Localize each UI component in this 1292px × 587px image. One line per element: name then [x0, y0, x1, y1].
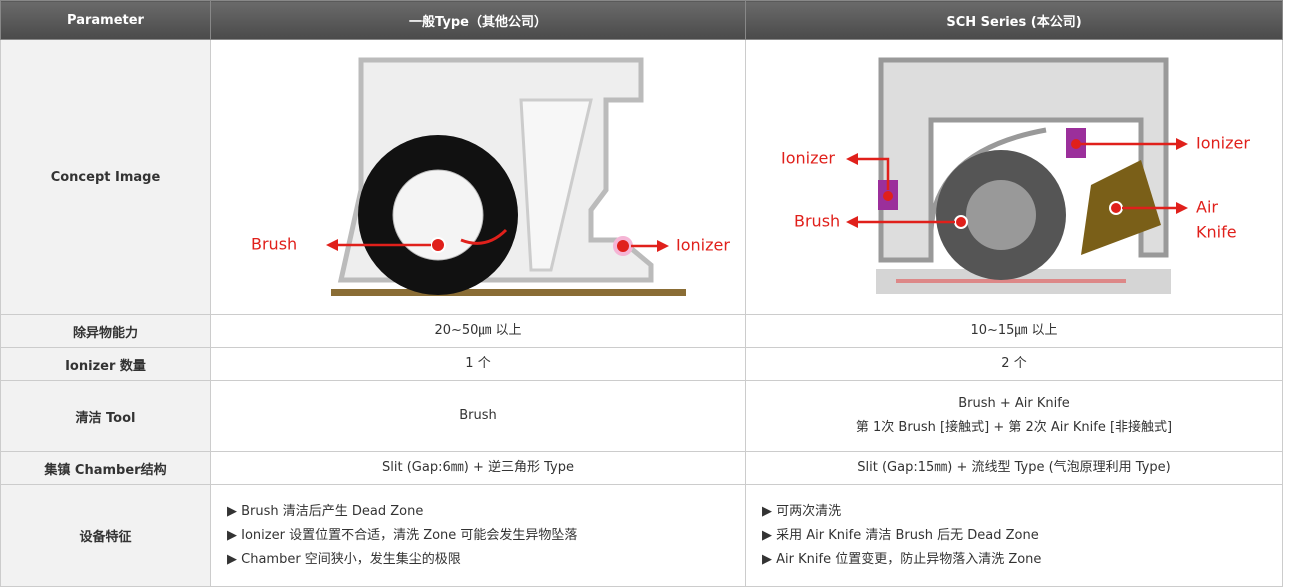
cell-text: Slit (Gap:15㎜) + 流线型 Type (气泡原理利用 Type) [857, 460, 1171, 475]
floor [331, 289, 686, 296]
callout: Knife [1196, 223, 1237, 242]
row-label: Ionizer 数量 [0, 347, 211, 381]
hopper [519, 98, 593, 272]
callout: Air [1196, 198, 1218, 217]
marker [1071, 139, 1081, 149]
callout: Ionizer [1196, 134, 1250, 153]
arrow-head [657, 240, 669, 252]
cell-text: ▶ 采用 Air Knife 清洁 Brush 后无 Dead Zone [762, 527, 1039, 543]
cell-text: ▶ Chamber 空间狭小，发生集尘的极限 [227, 551, 461, 567]
row-label: Concept Image [0, 39, 211, 315]
cell-text: Brush + Air Knife [958, 396, 1070, 411]
table-row: 清洁 Tool Brush Brush + Air Knife 第 1次 Brush … [0, 380, 1283, 452]
value-cell: 20~50㎛ 以上 [210, 314, 746, 348]
marker [883, 191, 893, 201]
value-cell: ▶ 可两次清洗 ▶ 采用 Air Knife 清洁 Brush 后无 Dead Z… [745, 484, 1283, 587]
value-cell: 1 个 [210, 347, 746, 381]
marker [954, 215, 968, 229]
concept-cell: Ionizer Ionizer Brush Air Knife [745, 39, 1283, 315]
cell-text: 2 个 [1001, 356, 1027, 371]
cell-text: Slit (Gap:6㎜) + 逆三角形 Type [382, 460, 574, 475]
callout: Ionizer [781, 149, 835, 168]
brush-hub [392, 169, 484, 261]
arrow-head [326, 239, 338, 251]
value-cell: Brush + Air Knife 第 1次 Brush [接触式] + 第 2次… [745, 380, 1283, 452]
row-label: 清洁 Tool [0, 380, 211, 452]
arrow-head [846, 216, 858, 228]
table-row: 集镇 Chamber结构 Slit (Gap:6㎜) + 逆三角形 Type Sli… [0, 451, 1283, 485]
table-row: Ionizer 数量 1 个 2 个 [0, 347, 1283, 381]
header-row: Parameter 一般Type（其他公司） SCH Series (本公司) [0, 0, 1283, 40]
value-cell: ▶ Brush 清洁后产生 Dead Zone ▶ Ionizer 设置位置不合适… [210, 484, 746, 587]
cell-text: Brush [459, 408, 497, 423]
callout: Ionizer [676, 236, 730, 255]
cell-text: 第 1次 Brush [接触式] + 第 2次 Air Knife [非接触式] [855, 420, 1173, 435]
value-cell: Slit (Gap:15㎜) + 流线型 Type (气泡原理利用 Type) [745, 451, 1283, 485]
cell-text: ▶ 可两次清洗 [762, 503, 842, 519]
marker [430, 237, 446, 253]
cell-text: 20~50㎛ 以上 [434, 323, 522, 338]
sch-diagram: Ionizer Ionizer Brush Air Knife [781, 57, 1250, 294]
frame [878, 57, 1169, 263]
arrow-head [1176, 202, 1188, 214]
value-cell: Brush [210, 380, 746, 452]
marker [1109, 201, 1123, 215]
concept-cell: Brush Ionizer [210, 39, 746, 315]
marker [613, 236, 633, 256]
row-label: 集镇 Chamber结构 [0, 451, 211, 485]
value-cell: Slit (Gap:6㎜) + 逆三角形 Type [210, 451, 746, 485]
cell-text: 10~15㎛ 以上 [970, 323, 1058, 338]
value-cell: 10~15㎛ 以上 [745, 314, 1283, 348]
header-cell: SCH Series (本公司) [745, 0, 1283, 40]
arrow [856, 157, 890, 190]
header-cell: 一般Type（其他公司） [210, 0, 746, 40]
row-label: 设备特征 [0, 484, 211, 587]
arrow-head [846, 153, 858, 165]
header-cell: Parameter [0, 0, 211, 40]
cell-text: ▶ Air Knife 位置变更，防止异物落入清洗 Zone [762, 551, 1042, 567]
table-row: 设备特征 ▶ Brush 清洁后产生 Dead Zone ▶ Ionizer 设置位… [0, 484, 1283, 587]
callout: Brush [794, 212, 840, 231]
callout: Brush [251, 235, 297, 254]
row-label: 除异物能力 [0, 314, 211, 348]
cell-text: ▶ Ionizer 设置位置不合适，清洗 Zone 可能会发生异物坠落 [227, 527, 578, 543]
arrow-head [1176, 138, 1188, 150]
cell-text: ▶ Brush 清洁后产生 Dead Zone [227, 503, 424, 519]
rotation-arrow [460, 228, 508, 245]
value-cell: 2 个 [745, 347, 1283, 381]
cell-text: 1 个 [465, 356, 491, 371]
table-row: 除异物能力 20~50㎛ 以上 10~15㎛ 以上 [0, 314, 1283, 348]
brush-hub [966, 180, 1036, 250]
concept-row: Concept Image Brush Ionizer [0, 39, 1283, 315]
general-diagram: Brush Ionizer [251, 57, 730, 296]
